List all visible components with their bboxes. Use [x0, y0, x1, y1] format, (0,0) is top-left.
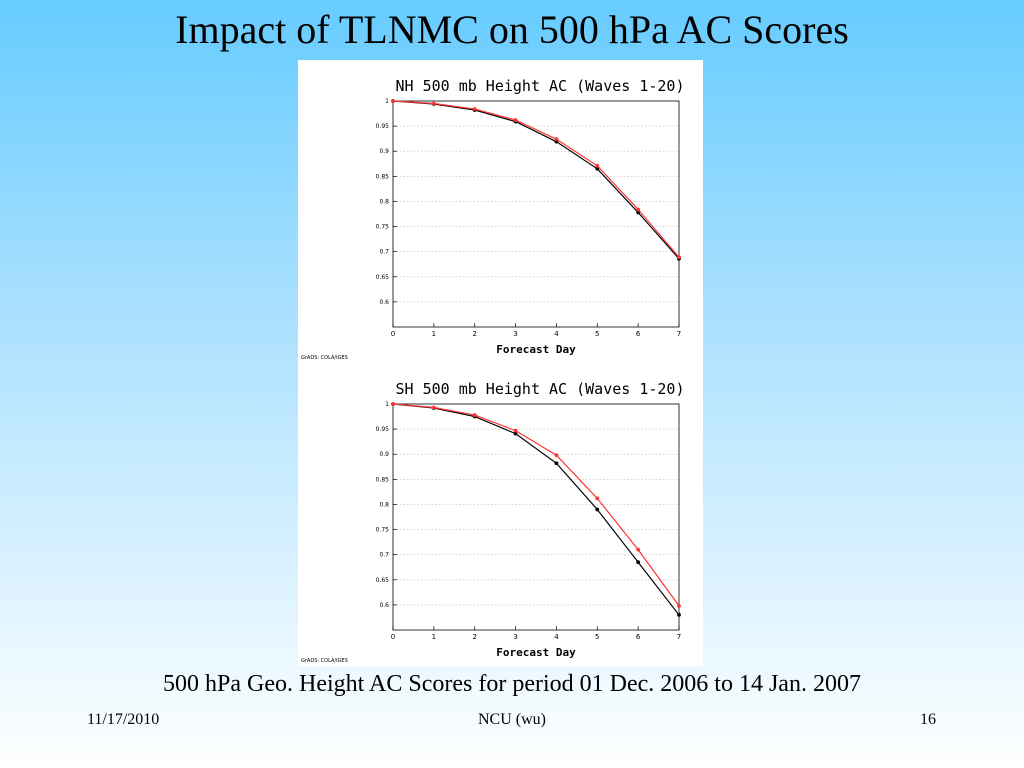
series-line	[392, 403, 680, 607]
x-tick-label: 1	[432, 633, 436, 641]
series-point	[554, 461, 559, 466]
x-tick-label: 1	[432, 330, 436, 338]
grads-credit: GrADS: COLA/IGES	[301, 355, 348, 361]
series-point	[595, 507, 600, 512]
figure-panel: NH 500 mb Height AC (Waves 1-20) 1 0.95 0.9…	[298, 60, 703, 666]
x-tick-label: 3	[513, 330, 517, 338]
y-tick-label: 0.6	[379, 299, 389, 306]
y-tick-label: 0.9	[379, 148, 389, 155]
x-tick-label: 2	[472, 633, 476, 641]
nh-chart: NH 500 mb Height AC (Waves 1-20)10.950.9…	[301, 77, 685, 361]
series-point	[391, 402, 395, 406]
series-point	[513, 118, 518, 122]
y-tick-label: 0.9	[379, 451, 389, 458]
grads-credit: GrADS: COLA/IGES	[301, 658, 348, 664]
slide-title: Impact of TLNMC on 500 hPa AC Scores	[175, 7, 849, 52]
x-tick-label: 3	[513, 633, 517, 641]
x-tick-label: 7	[677, 330, 681, 338]
x-axis-label: Forecast Day	[496, 646, 576, 659]
x-tick-label: 5	[595, 330, 599, 338]
y-tick-label: 0.85	[376, 173, 390, 180]
y-tick-label: 0.75	[376, 527, 390, 534]
series-point	[472, 107, 477, 111]
footer-page-number: 16	[920, 711, 936, 728]
series-point	[431, 101, 436, 106]
x-axis-label: Forecast Day	[496, 343, 576, 356]
series-point	[595, 496, 600, 501]
x-tick-label: 4	[554, 330, 559, 338]
plot-frame	[392, 403, 680, 631]
y-tick-label: 1	[385, 98, 389, 105]
footer-center: NCU (wu)	[478, 711, 546, 728]
footer-date: 11/17/2010	[87, 711, 160, 728]
series-point	[472, 413, 477, 417]
y-tick-label: 0.8	[379, 501, 389, 508]
x-tick-label: 0	[391, 633, 395, 641]
plot-frame	[392, 100, 680, 328]
y-tick-label: 0.85	[376, 476, 390, 483]
chart-title: SH 500 mb Height AC (Waves 1-20)	[396, 380, 685, 398]
y-tick-label: 0.65	[376, 274, 390, 281]
series-point	[431, 405, 436, 410]
series-line	[392, 100, 680, 260]
series-point	[677, 255, 681, 260]
series-line	[392, 403, 680, 616]
series-point	[554, 137, 559, 142]
series-point	[636, 210, 641, 215]
y-tick-label: 0.8	[379, 198, 389, 205]
x-tick-label: 6	[636, 330, 641, 338]
y-tick-label: 0.7	[379, 552, 389, 559]
sh-chart: SH 500 mb Height AC (Waves 1-20)10.950.9…	[301, 380, 685, 664]
figure-caption: 500 hPa Geo. Height AC Scores for period…	[163, 671, 861, 697]
y-tick-label: 0.75	[376, 224, 390, 231]
series-line	[392, 100, 680, 258]
y-tick-label: 0.65	[376, 577, 390, 584]
series-point	[554, 453, 559, 458]
x-tick-label: 6	[636, 633, 641, 641]
series-point	[636, 207, 641, 212]
series-point	[636, 547, 641, 552]
series-point	[677, 603, 681, 608]
y-tick-label: 1	[385, 401, 389, 408]
series-point	[513, 431, 518, 436]
series-point	[595, 166, 600, 171]
x-tick-label: 0	[391, 330, 395, 338]
series-point	[636, 560, 641, 565]
chart-title: NH 500 mb Height AC (Waves 1-20)	[396, 77, 685, 95]
y-tick-label: 0.7	[379, 249, 389, 256]
x-tick-label: 4	[554, 633, 559, 641]
x-tick-label: 2	[472, 330, 476, 338]
series-point	[513, 428, 518, 433]
y-tick-label: 0.6	[379, 602, 389, 609]
series-point	[391, 99, 395, 103]
y-tick-label: 0.95	[376, 426, 390, 433]
y-tick-label: 0.95	[376, 123, 390, 130]
x-tick-label: 5	[595, 633, 599, 641]
series-point	[595, 163, 600, 168]
series-point	[677, 613, 681, 617]
x-tick-label: 7	[677, 633, 681, 641]
